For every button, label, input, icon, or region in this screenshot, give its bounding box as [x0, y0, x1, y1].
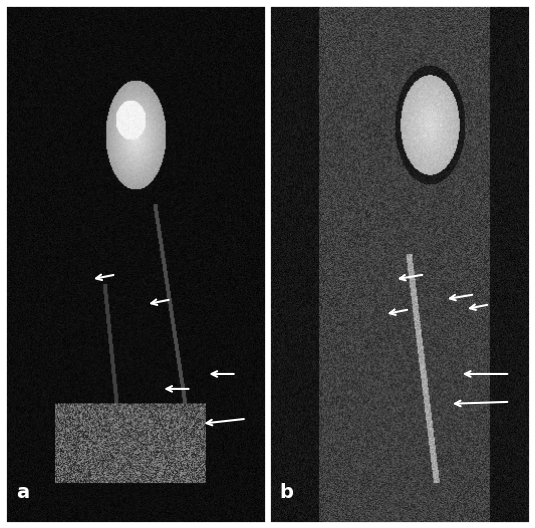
Text: b: b	[279, 483, 293, 502]
Text: a: a	[16, 483, 29, 502]
